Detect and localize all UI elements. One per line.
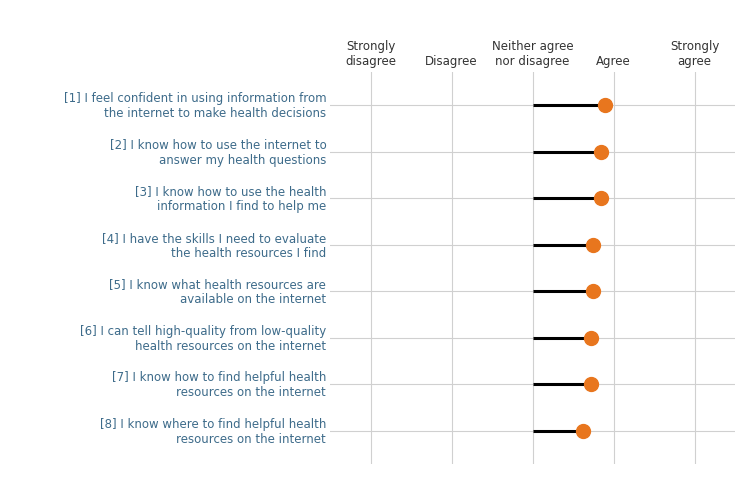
Point bbox=[585, 381, 597, 388]
Point bbox=[587, 241, 599, 249]
Point bbox=[599, 102, 611, 110]
Point bbox=[596, 195, 608, 203]
Text: [4] I have the skills I need to evaluate
the health resources I find: [4] I have the skills I need to evaluate… bbox=[102, 231, 326, 259]
Point bbox=[577, 427, 589, 435]
Text: [8] I know where to find helpful health
resources on the internet: [8] I know where to find helpful health … bbox=[100, 417, 326, 445]
Text: [6] I can tell high-quality from low-quality
health resources on the internet: [6] I can tell high-quality from low-qua… bbox=[80, 324, 326, 352]
Point bbox=[585, 334, 597, 342]
Text: [3] I know how to use the health
information I find to help me: [3] I know how to use the health informa… bbox=[135, 185, 326, 213]
Text: [1] I feel confident in using information from
the internet to make health decis: [1] I feel confident in using informatio… bbox=[64, 92, 326, 120]
Point bbox=[587, 288, 599, 296]
Text: [5] I know what health resources are
available on the internet: [5] I know what health resources are ava… bbox=[110, 278, 326, 305]
Text: [2] I know how to use the internet to
answer my health questions: [2] I know how to use the internet to an… bbox=[110, 138, 326, 166]
Point bbox=[596, 148, 608, 156]
Text: [7] I know how to find helpful health
resources on the internet: [7] I know how to find helpful health re… bbox=[112, 370, 326, 399]
